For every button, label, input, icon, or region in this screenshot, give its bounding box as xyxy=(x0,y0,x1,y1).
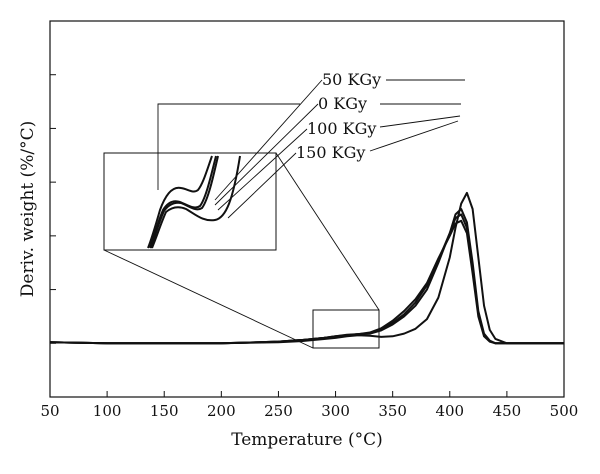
x-tick-label: 100 xyxy=(93,402,122,420)
leader-peak-150 xyxy=(369,120,459,152)
plot-frame xyxy=(49,20,565,398)
x-tick-label: 200 xyxy=(207,402,236,420)
leader-inset-150 xyxy=(227,152,297,219)
y-axis-ticks xyxy=(50,20,56,398)
leader-inset-0 xyxy=(214,103,319,206)
x-tick-label: 250 xyxy=(264,402,293,420)
legend-label-0kgy: 0 KGy xyxy=(318,94,367,113)
leader-inset-100 xyxy=(217,128,308,211)
series-line-150kgy xyxy=(49,219,564,345)
x-tick-label: 500 xyxy=(550,402,579,420)
y-axis-title: Deriv. weight (%/°C) xyxy=(18,121,38,297)
inset-curves xyxy=(147,155,241,249)
zoom-connector-bottom xyxy=(103,249,314,349)
inset-box xyxy=(103,152,277,251)
leader-inset-vertical xyxy=(157,103,300,190)
x-tick-label: 450 xyxy=(493,402,522,420)
x-axis-title: Temperature (°C) xyxy=(231,430,383,450)
x-tick-label: 350 xyxy=(378,402,407,420)
leader-peak-100 xyxy=(379,115,461,128)
x-tick-label: 300 xyxy=(321,402,350,420)
inset-curve-50kgy xyxy=(147,155,213,249)
series-group xyxy=(49,191,564,345)
x-axis-ticks: 50 100 150 200 250 300 350 400 450 500 xyxy=(40,391,578,420)
legend-label-150kgy: 150 KGy xyxy=(296,143,365,162)
leader-inset-50 xyxy=(214,79,323,201)
leader-lines xyxy=(157,79,465,219)
x-tick-label: 50 xyxy=(40,402,59,420)
x-tick-label: 150 xyxy=(150,402,179,420)
x-tick-label: 400 xyxy=(435,402,464,420)
zoom-connector-top xyxy=(275,152,380,311)
inset-curve-150kgy xyxy=(151,155,241,249)
legend-label-100kgy: 100 KGy xyxy=(307,119,376,138)
legend-label-50kgy: 50 KGy xyxy=(322,70,381,89)
zoom-region-box xyxy=(312,309,380,349)
inset-curve-100kgy xyxy=(150,155,219,249)
